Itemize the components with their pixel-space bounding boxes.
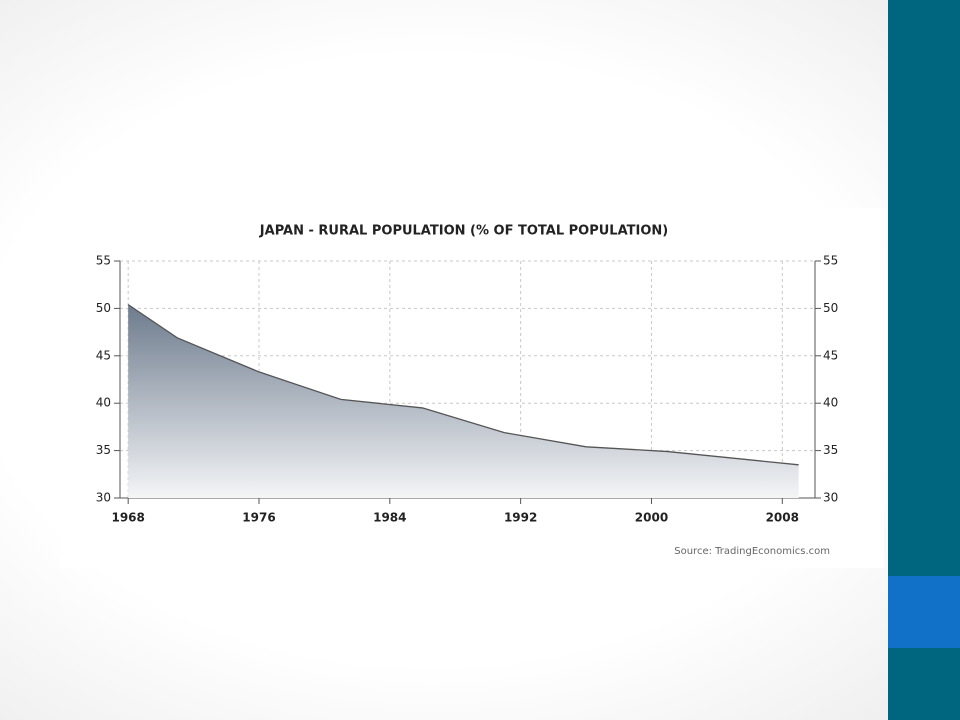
x-tick-label: 2008 [766, 511, 799, 525]
y2-tick-label: 30 [823, 491, 838, 505]
y-tick-label: 50 [96, 301, 111, 315]
x-tick-label: 2000 [635, 511, 668, 525]
chart-title: JAPAN - RURAL POPULATION (% OF TOTAL POP… [259, 224, 668, 239]
x-tick-label: 1984 [373, 511, 406, 525]
y2-tick-label: 55 [823, 254, 838, 268]
y-tick-label: 40 [96, 396, 111, 410]
y2-tick-label: 50 [823, 301, 838, 315]
y-tick-label: 30 [96, 491, 111, 505]
source: Source: TradingEconomics.com [674, 546, 830, 557]
x-tick-label: 1992 [504, 511, 537, 525]
y-tick-label: 55 [96, 254, 111, 268]
y2-tick-label: 40 [823, 396, 838, 410]
x-tick-label: 1968 [111, 511, 144, 525]
line [127, 304, 799, 466]
side-block [888, 576, 960, 648]
y2-tick-label: 45 [823, 348, 838, 362]
chart: JAPAN - RURAL POPULATION (% OF TOTAL POP… [95, 223, 839, 557]
y2-tick-label: 35 [823, 443, 838, 457]
y-tick-label: 45 [96, 348, 111, 362]
x-tick-label: 1976 [242, 511, 275, 525]
y-tick-label: 35 [96, 443, 111, 457]
